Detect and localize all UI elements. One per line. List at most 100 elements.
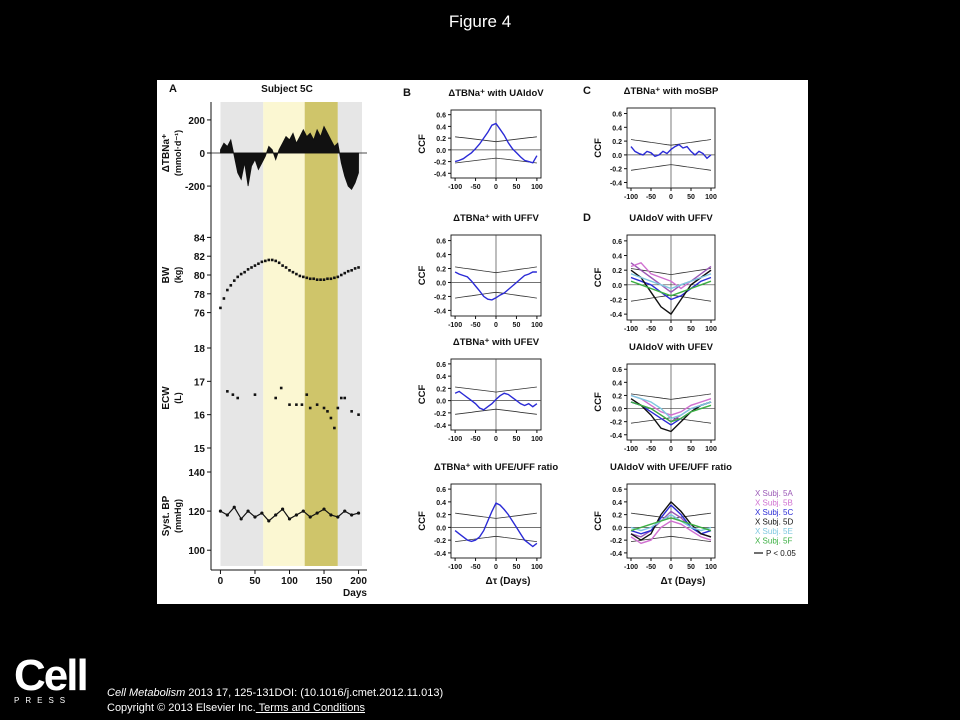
panel-a-y-tick-label: 78: [194, 290, 206, 301]
ecw-point: [322, 406, 326, 410]
ccf-ylabel: CCF: [593, 392, 604, 412]
bw-point: [270, 258, 274, 262]
ccf-y-tick-label: -0.2: [610, 420, 622, 427]
ccf-y-tick-label: 0.0: [436, 399, 446, 406]
legend-label: P < 0.05: [766, 549, 796, 558]
panel-a-y-tick-label: 200: [188, 116, 205, 127]
ccf-x-tick-label: 0: [669, 326, 673, 333]
panel-a-y-tick-label: -200: [185, 182, 205, 193]
ccf-x-tick-label: -100: [624, 446, 638, 453]
ccf-x-tick-label: 50: [687, 326, 695, 333]
ccf-x-tick-label: -50: [646, 564, 656, 571]
ccf-x-tick-label: -100: [624, 194, 638, 201]
citation-line: Cell Metabolism 2013 17, 125-131DOI: (10…: [107, 686, 443, 701]
ecw-point: [350, 410, 353, 413]
bp-point: [267, 519, 271, 523]
ccf-y-tick-label: 0.6: [612, 367, 622, 374]
ccf-x-tick-label: 0: [669, 446, 673, 453]
ccf-y-tick-label: 0.6: [612, 112, 622, 119]
panel-a-y-tick-label: 15: [194, 444, 206, 455]
bw-point: [346, 269, 350, 273]
ccf-x-tick-label: 100: [705, 564, 717, 571]
ecw-point: [279, 386, 283, 390]
ccf-x-tick-label: 100: [531, 322, 543, 329]
bw-point: [298, 274, 302, 278]
ccf-y-tick-label: -0.2: [434, 160, 446, 167]
ccf-y-tick-label: -0.2: [434, 294, 446, 301]
panel-d-legend: X Subj. 5AX Subj. 5BX Subj. 5CX Subj. 5D…: [754, 489, 796, 558]
ecw-point: [326, 410, 329, 413]
ccf-ylabel: CCF: [417, 385, 428, 405]
ccf-y-tick-label: 0.4: [612, 500, 622, 507]
ecw-point: [343, 396, 347, 400]
ccf-y-tick-label: 0.6: [436, 487, 446, 494]
bw-point: [305, 276, 309, 280]
panel-a-x-tick-label: 100: [281, 576, 298, 587]
ccf-significance-upper: [630, 268, 712, 276]
ccf-significance-lower: [455, 291, 537, 299]
ecw-point: [329, 416, 333, 420]
ccf-x-tick-label: 100: [705, 326, 717, 333]
bw-point: [329, 277, 333, 281]
ecw-point: [333, 426, 336, 430]
bw-point: [257, 262, 260, 266]
ccf-y-tick-label: 0.0: [436, 148, 446, 155]
ccf-x-tick-label: 50: [513, 322, 521, 329]
ccf-plot-d2: UAldoV with UFEV 0.6 0.4 0.2 0.0 -0.2 -0.4-100…: [593, 342, 717, 453]
ccf-ylabel: CCF: [593, 511, 604, 531]
panel-a-x-tick-label: 150: [316, 576, 333, 587]
bp-point: [225, 513, 229, 517]
bw-point: [288, 269, 291, 272]
ccf-y-tick-label: -0.2: [610, 538, 622, 545]
bw-point: [274, 259, 277, 263]
ccf-y-tick-label: 0.2: [436, 513, 446, 520]
ecw-point: [236, 396, 240, 400]
ccf-series-line: [454, 390, 538, 411]
ccf-significance-lower: [455, 157, 537, 164]
bw-point: [319, 278, 322, 281]
ccf-y-tick-label: -0.4: [434, 171, 446, 178]
ccf-y-tick-label: -0.4: [434, 551, 446, 558]
bp-point: [336, 515, 340, 519]
panel-a-ylabel-ecw: ECW: [161, 386, 172, 410]
tbna-trace: [220, 125, 359, 191]
bw-point: [284, 266, 288, 269]
ccf-significance-lower: [455, 408, 537, 415]
ccf-x-tick-label: 0: [669, 194, 673, 201]
ecw-point: [253, 393, 257, 396]
bw-point: [243, 270, 246, 274]
ccf-x-tick-label: 0: [494, 322, 498, 329]
bp-point: [301, 509, 305, 513]
ccf-y-tick-label: 0.2: [436, 136, 446, 143]
panel-a-title: Subject 5C: [261, 84, 313, 95]
ccf-y-tick-label: 0.6: [436, 113, 446, 120]
ccf-x-tick-label: -100: [448, 322, 462, 329]
ccf-y-tick-label: 0.4: [436, 253, 446, 260]
bp-point: [260, 511, 264, 515]
ccf-y-tick-label: 0.4: [612, 254, 622, 261]
panel-a-y-tick-label: 82: [194, 252, 206, 263]
ccf-title-b3: ΔTBNa⁺ with UFEV: [453, 337, 540, 348]
shade-phase-3: [304, 102, 338, 566]
terms-link[interactable]: Terms and Conditions: [255, 702, 365, 714]
ccf-significance-upper: [455, 136, 537, 143]
legend-label: X Subj. 5A: [755, 489, 793, 498]
figure-panel: A Subject 5C 0 50 100 150 200 Days 200 0 -200 ΔTBNa…: [157, 80, 808, 604]
ccf-x-tick-label: 0: [494, 184, 498, 191]
legend-label: X Subj. 5D: [755, 518, 793, 527]
bp-point: [329, 513, 333, 517]
ccf-title-b1: ΔTBNa⁺ with UAldoV: [448, 88, 544, 99]
panel-a-y-tick-label: 84: [194, 233, 206, 244]
ccf-x-tick-label: -50: [646, 326, 656, 333]
panel-a-x-label: Days: [343, 588, 367, 599]
bp-point: [315, 511, 319, 515]
panel-a-ylabel-bp: Syst. BP: [161, 495, 172, 536]
ccf-series-line: [630, 280, 712, 297]
ccf-series-line: [630, 269, 712, 316]
ccf-y-tick-label: 0.6: [436, 362, 446, 369]
ccf-x-tick-label: -50: [470, 322, 480, 329]
ccf-series-line: [630, 262, 712, 294]
bw-point: [312, 277, 315, 281]
ecw-point: [300, 403, 304, 406]
bw-point: [339, 273, 343, 277]
